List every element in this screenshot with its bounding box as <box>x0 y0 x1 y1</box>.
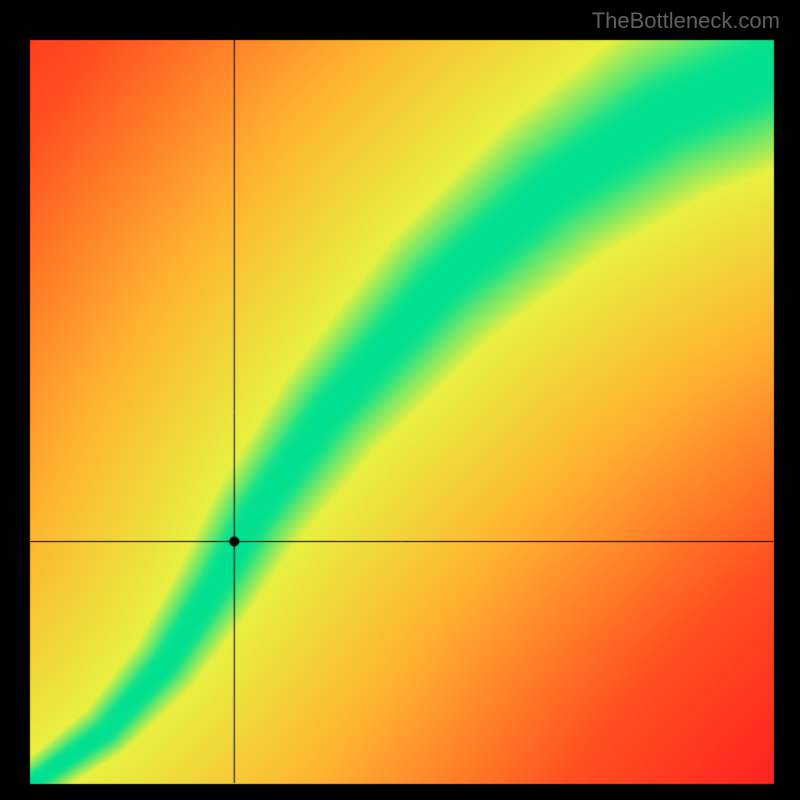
watermark-text: TheBottleneck.com <box>592 8 780 34</box>
bottleneck-heatmap <box>0 0 800 800</box>
